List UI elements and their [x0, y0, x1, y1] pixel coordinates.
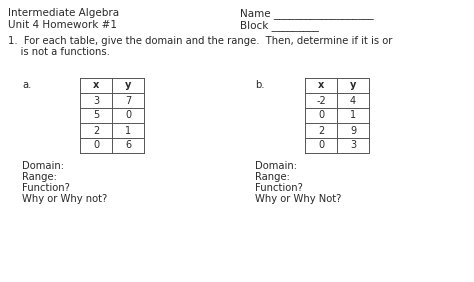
Text: Why or Why Not?: Why or Why Not?	[255, 194, 341, 204]
Text: 2: 2	[93, 125, 99, 135]
Text: Domain:: Domain:	[255, 161, 297, 171]
Text: is not a functions.: is not a functions.	[8, 47, 110, 57]
Text: Function?: Function?	[255, 183, 303, 193]
Text: Range:: Range:	[255, 172, 290, 182]
Text: b.: b.	[255, 80, 264, 90]
Text: Intermediate Algebra: Intermediate Algebra	[8, 8, 119, 18]
Text: 0: 0	[125, 111, 131, 120]
Text: 0: 0	[93, 140, 99, 151]
Text: y: y	[350, 80, 356, 91]
Text: Range:: Range:	[22, 172, 57, 182]
Text: 1.  For each table, give the domain and the range.  Then, determine if it is or: 1. For each table, give the domain and t…	[8, 36, 392, 46]
Text: 1: 1	[350, 111, 356, 120]
Text: 1: 1	[125, 125, 131, 135]
Text: Unit 4 Homework #1: Unit 4 Homework #1	[8, 20, 117, 30]
Text: Why or Why not?: Why or Why not?	[22, 194, 107, 204]
Text: Name ___________________: Name ___________________	[240, 8, 374, 19]
Text: Block _________: Block _________	[240, 20, 319, 31]
Text: y: y	[125, 80, 131, 91]
Text: a.: a.	[22, 80, 31, 90]
Text: 4: 4	[350, 96, 356, 105]
Text: 6: 6	[125, 140, 131, 151]
Text: 7: 7	[125, 96, 131, 105]
Text: 5: 5	[93, 111, 99, 120]
Text: 3: 3	[350, 140, 356, 151]
Text: 0: 0	[318, 140, 324, 151]
Text: 3: 3	[93, 96, 99, 105]
Text: x: x	[93, 80, 99, 91]
Text: Function?: Function?	[22, 183, 70, 193]
Text: 0: 0	[318, 111, 324, 120]
Text: 2: 2	[318, 125, 324, 135]
Text: 9: 9	[350, 125, 356, 135]
Text: x: x	[318, 80, 324, 91]
Text: Domain:: Domain:	[22, 161, 64, 171]
Text: -2: -2	[316, 96, 326, 105]
